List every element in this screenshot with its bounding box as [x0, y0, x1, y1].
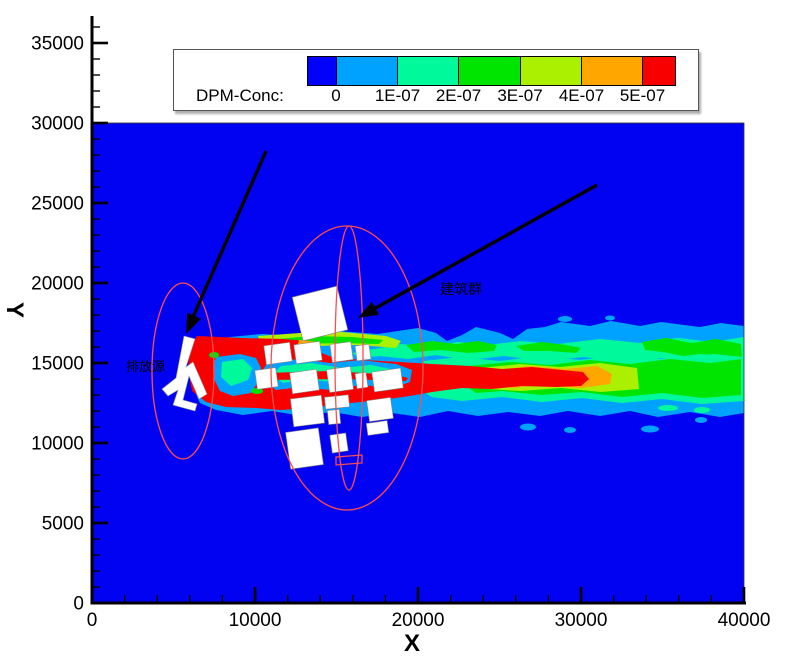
- contour-blob: [564, 427, 576, 433]
- legend-swatch: [643, 57, 675, 85]
- legend-tick-label: 2E-07: [435, 86, 482, 105]
- annotation-trapezoid: [335, 454, 363, 466]
- annotation-arrow: [191, 150, 268, 318]
- building: [254, 367, 279, 390]
- building: [326, 409, 342, 425]
- contour-band: [221, 359, 252, 386]
- y-tick-label: 35000: [31, 34, 84, 55]
- y-tick-label: 20000: [31, 274, 84, 295]
- annotation-ellipse: [334, 225, 364, 491]
- y-tick-label: 5000: [42, 514, 84, 535]
- y-axis-label: Y: [1, 301, 29, 319]
- annotation-building-cluster-label: 建筑群: [440, 281, 482, 297]
- y-tick-label: 30000: [31, 114, 84, 135]
- x-tick-label: 0: [87, 610, 98, 631]
- building: [289, 368, 320, 395]
- annotation-ellipse: [270, 225, 424, 511]
- legend-title: DPM-Conc:: [196, 86, 284, 105]
- building: [293, 340, 323, 365]
- contour-band: [406, 341, 497, 353]
- building: [324, 394, 350, 410]
- building: [263, 341, 293, 366]
- x-tick-label: 30000: [555, 610, 608, 631]
- contour-blob: [558, 316, 572, 322]
- contour-band: [642, 338, 742, 357]
- legend-swatch: [398, 57, 459, 85]
- contour-blob: [520, 423, 536, 431]
- building: [290, 394, 325, 428]
- y-tick-label: 15000: [31, 354, 84, 375]
- contour-band: [516, 342, 581, 353]
- legend-swatch: [582, 57, 643, 85]
- contour-blob: [605, 315, 615, 321]
- building: [366, 397, 394, 422]
- contour-blob: [695, 417, 707, 423]
- contour-blob: [251, 388, 263, 394]
- contour-blob: [641, 425, 659, 433]
- x-axis-label: X: [404, 630, 421, 657]
- building: [365, 420, 390, 436]
- legend-tick-label: 1E-07: [374, 86, 421, 105]
- source-building: [161, 335, 208, 412]
- x-tick-label: 10000: [229, 610, 282, 631]
- x-tick-label: 40000: [718, 610, 771, 631]
- legend-swatch: [337, 57, 398, 85]
- contour-blob: [694, 407, 710, 413]
- contour-blob: [658, 405, 678, 411]
- legend-swatch: [459, 57, 521, 85]
- legend-swatch: [308, 57, 337, 85]
- annotation-arrowhead: [358, 301, 380, 318]
- legend-box: DPM-Conc: 0 1E-07 2E-07 3E-07 4E-07 5E-07: [173, 49, 699, 111]
- building: [291, 285, 349, 342]
- axes: [90, 16, 746, 605]
- annotation-arrow: [371, 183, 598, 312]
- x-tick-label: 20000: [392, 610, 445, 631]
- building: [285, 427, 324, 470]
- building: [371, 367, 404, 393]
- annotation-arrowhead: [186, 312, 201, 334]
- annotation-ellipse: [151, 282, 215, 460]
- legend-colorbar: [307, 56, 676, 86]
- legend-tick-label: 4E-07: [558, 86, 605, 105]
- y-tick-label: 0: [73, 594, 84, 615]
- legend-tick-label: 0: [331, 86, 341, 105]
- annotation-emission-source-label: 排放源: [126, 359, 166, 374]
- y-tick-label: 25000: [31, 194, 84, 215]
- legend-swatch: [521, 57, 582, 85]
- building: [326, 366, 354, 393]
- building: [329, 341, 354, 363]
- legend-tick-label: 5E-07: [619, 86, 666, 105]
- legend-tick-label: 3E-07: [497, 86, 543, 105]
- y-tick-label: 10000: [31, 434, 84, 455]
- building: [354, 371, 369, 390]
- contour-field: [92, 123, 744, 603]
